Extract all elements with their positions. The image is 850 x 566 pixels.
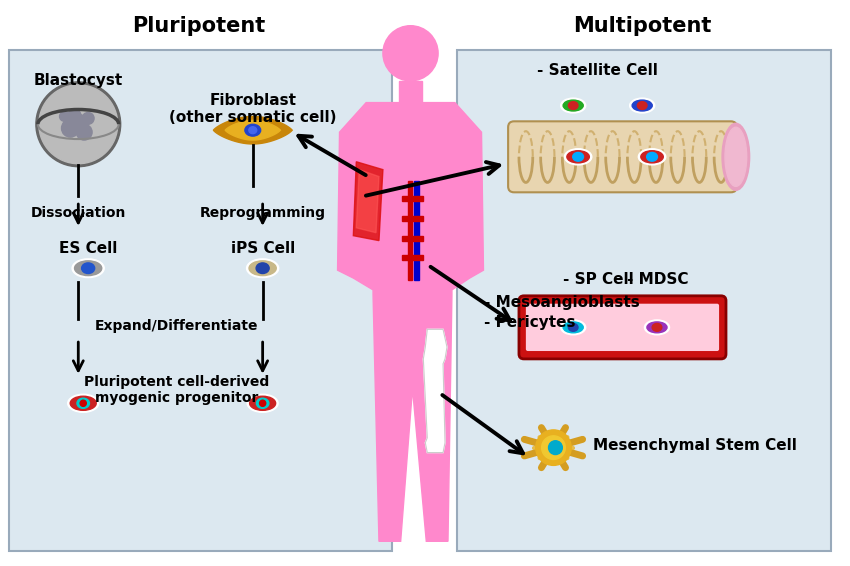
FancyBboxPatch shape bbox=[519, 296, 726, 359]
FancyBboxPatch shape bbox=[508, 121, 737, 192]
Polygon shape bbox=[423, 329, 447, 453]
Ellipse shape bbox=[257, 398, 269, 408]
Text: Blastocyst: Blastocyst bbox=[34, 73, 123, 88]
Ellipse shape bbox=[245, 125, 261, 136]
Ellipse shape bbox=[246, 259, 279, 277]
Ellipse shape bbox=[561, 320, 586, 335]
Ellipse shape bbox=[249, 127, 257, 134]
Ellipse shape bbox=[561, 98, 586, 113]
Text: Pluripotent cell-derived
myogenic progenitor: Pluripotent cell-derived myogenic progen… bbox=[84, 375, 269, 405]
Circle shape bbox=[78, 126, 90, 138]
Circle shape bbox=[61, 113, 67, 119]
Ellipse shape bbox=[249, 261, 276, 276]
Circle shape bbox=[60, 112, 70, 121]
Text: Multipotent: Multipotent bbox=[573, 16, 711, 36]
Ellipse shape bbox=[652, 323, 662, 331]
Ellipse shape bbox=[573, 152, 583, 161]
Circle shape bbox=[71, 117, 86, 132]
Bar bbox=[402, 255, 423, 260]
Bar bbox=[402, 216, 423, 221]
Ellipse shape bbox=[564, 149, 592, 165]
Ellipse shape bbox=[630, 98, 654, 113]
Polygon shape bbox=[356, 170, 379, 233]
Text: Reprogramming: Reprogramming bbox=[200, 206, 326, 220]
Text: Dissociation: Dissociation bbox=[31, 206, 126, 220]
Bar bbox=[407, 182, 412, 280]
Ellipse shape bbox=[564, 322, 583, 333]
Circle shape bbox=[39, 85, 117, 164]
Ellipse shape bbox=[68, 395, 99, 412]
Ellipse shape bbox=[638, 102, 647, 109]
FancyBboxPatch shape bbox=[456, 50, 831, 551]
Circle shape bbox=[67, 109, 82, 123]
Polygon shape bbox=[225, 121, 280, 140]
Circle shape bbox=[70, 112, 79, 121]
Circle shape bbox=[548, 441, 563, 454]
Polygon shape bbox=[337, 102, 484, 541]
Circle shape bbox=[64, 121, 77, 135]
Text: Pluripotent: Pluripotent bbox=[132, 16, 265, 36]
Ellipse shape bbox=[644, 320, 670, 335]
Ellipse shape bbox=[564, 100, 583, 111]
Ellipse shape bbox=[632, 100, 652, 111]
Circle shape bbox=[61, 119, 79, 137]
Bar bbox=[402, 235, 423, 241]
Ellipse shape bbox=[567, 151, 589, 163]
Ellipse shape bbox=[71, 396, 96, 410]
Circle shape bbox=[541, 436, 565, 460]
Circle shape bbox=[536, 430, 571, 465]
Circle shape bbox=[80, 400, 87, 406]
Ellipse shape bbox=[569, 102, 578, 109]
Ellipse shape bbox=[725, 127, 746, 186]
Ellipse shape bbox=[569, 323, 578, 331]
Polygon shape bbox=[399, 81, 422, 108]
Ellipse shape bbox=[247, 395, 278, 412]
Circle shape bbox=[84, 114, 92, 122]
Text: Expand/Differentiate: Expand/Differentiate bbox=[95, 319, 258, 333]
Ellipse shape bbox=[647, 322, 667, 333]
Circle shape bbox=[259, 400, 266, 406]
Text: Mesenchymal Stem Cell: Mesenchymal Stem Cell bbox=[593, 438, 796, 453]
Text: - SP Cell: - SP Cell bbox=[564, 272, 634, 287]
Ellipse shape bbox=[72, 259, 105, 277]
FancyBboxPatch shape bbox=[9, 50, 392, 551]
Text: - Satellite Cell: - Satellite Cell bbox=[536, 63, 658, 78]
Circle shape bbox=[36, 82, 121, 166]
Text: iPS Cell: iPS Cell bbox=[230, 241, 295, 256]
Ellipse shape bbox=[641, 151, 663, 163]
Circle shape bbox=[382, 25, 438, 81]
Ellipse shape bbox=[256, 263, 269, 273]
Text: - Pericytes: - Pericytes bbox=[484, 315, 576, 329]
Polygon shape bbox=[213, 117, 292, 144]
Ellipse shape bbox=[82, 263, 94, 273]
FancyBboxPatch shape bbox=[526, 304, 719, 351]
Bar bbox=[402, 196, 423, 201]
Text: Fibroblast
(other somatic cell): Fibroblast (other somatic cell) bbox=[169, 93, 337, 125]
Circle shape bbox=[76, 125, 92, 140]
Circle shape bbox=[82, 113, 94, 125]
Ellipse shape bbox=[250, 396, 275, 410]
Bar bbox=[404, 108, 423, 196]
Ellipse shape bbox=[722, 123, 750, 190]
Ellipse shape bbox=[75, 261, 102, 276]
Ellipse shape bbox=[638, 149, 666, 165]
Bar bbox=[415, 182, 419, 280]
Text: - Mesoangioblasts: - Mesoangioblasts bbox=[484, 295, 640, 310]
Text: ES Cell: ES Cell bbox=[59, 241, 117, 256]
Circle shape bbox=[69, 114, 88, 134]
Polygon shape bbox=[354, 162, 382, 241]
Ellipse shape bbox=[77, 398, 89, 408]
Ellipse shape bbox=[647, 152, 657, 161]
Text: - MDSC: - MDSC bbox=[627, 272, 688, 287]
